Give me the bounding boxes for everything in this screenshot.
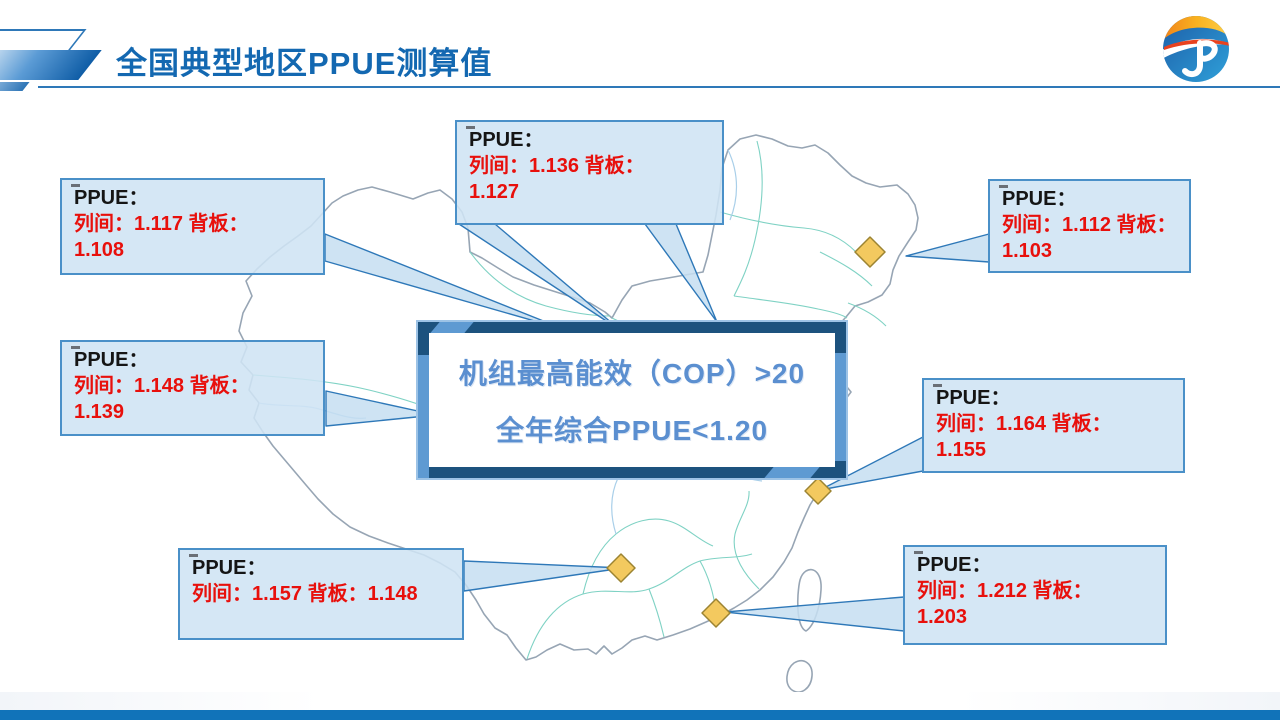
callout-top-left: PPUE： 列间：1.117 背板： 1.108 (60, 178, 325, 275)
corner-mark (999, 185, 1008, 188)
frame-accent (764, 467, 820, 478)
footer-bar (0, 710, 1280, 720)
callout-title: PPUE： (1002, 188, 1077, 210)
callout-values: 列间：1.117 背板： 1.108 (74, 213, 249, 261)
callout-title: PPUE： (936, 387, 1011, 409)
callout-title: PPUE： (917, 554, 992, 576)
marker-southwest (606, 553, 636, 583)
company-logo-icon (1163, 16, 1229, 82)
callout-mid-left: PPUE： 列间：1.148 背板： 1.139 (60, 340, 325, 436)
callout-values: 列间：1.112 背板： 1.103 (1002, 214, 1177, 262)
corner-mark (466, 126, 475, 129)
callout-title: PPUE： (74, 349, 149, 371)
leader-top-right (905, 233, 990, 263)
leader-mid-left (325, 390, 437, 427)
callout-title: PPUE： (469, 129, 544, 151)
corner-mark (914, 551, 923, 554)
callout-values: 列间：1.212 背板： 1.203 (917, 580, 1093, 628)
callout-leaders (324, 223, 990, 632)
marker-northeast (854, 236, 886, 268)
corner-mark (189, 554, 198, 557)
page-title: 全国典型地区PPUE测算值 (116, 46, 493, 81)
hainan-island (786, 660, 813, 693)
callout-values: 列间：1.164 背板： 1.155 (936, 413, 1112, 461)
callout-title: PPUE： (74, 187, 149, 209)
leader-bottom-left (463, 560, 624, 592)
key-message-line2: 全年综合PPUE<1.20 (495, 414, 769, 446)
leader-top-left (324, 233, 567, 331)
frame-accent (418, 355, 429, 478)
callout-top-right: PPUE： 列间：1.112 背板： 1.103 (988, 179, 1191, 273)
callout-top-middle: PPUE： 列间：1.136 背板： 1.127 (455, 120, 724, 225)
corner-mark (71, 346, 80, 349)
footer-strip (0, 692, 1280, 710)
callout-mid-right: PPUE： 列间：1.164 背板： 1.155 (922, 378, 1185, 473)
marker-east (804, 477, 832, 505)
marker-south (701, 598, 731, 628)
callout-bottom-left: PPUE： 列间：1.157 背板：1.148 (178, 548, 464, 640)
callout-values: 列间：1.148 背板： 1.139 (74, 375, 250, 423)
corner-mark (71, 184, 80, 187)
callout-title: PPUE： (192, 557, 267, 579)
location-markers (606, 236, 886, 628)
callout-bottom-right: PPUE： 列间：1.212 背板： 1.203 (903, 545, 1167, 645)
frame-accent (430, 322, 474, 333)
callout-values: 列间：1.157 背板：1.148 (192, 583, 418, 605)
key-message-line1: 机组最高能效（COP）>20 (458, 357, 806, 389)
header-divider (38, 86, 1280, 88)
key-message-box: 机组最高能效（COP）>20 全年综合PPUE<1.20 (418, 322, 846, 478)
callout-values: 列间：1.136 背板： 1.127 (469, 155, 645, 203)
corner-mark (933, 384, 942, 387)
frame-accent (835, 353, 846, 461)
